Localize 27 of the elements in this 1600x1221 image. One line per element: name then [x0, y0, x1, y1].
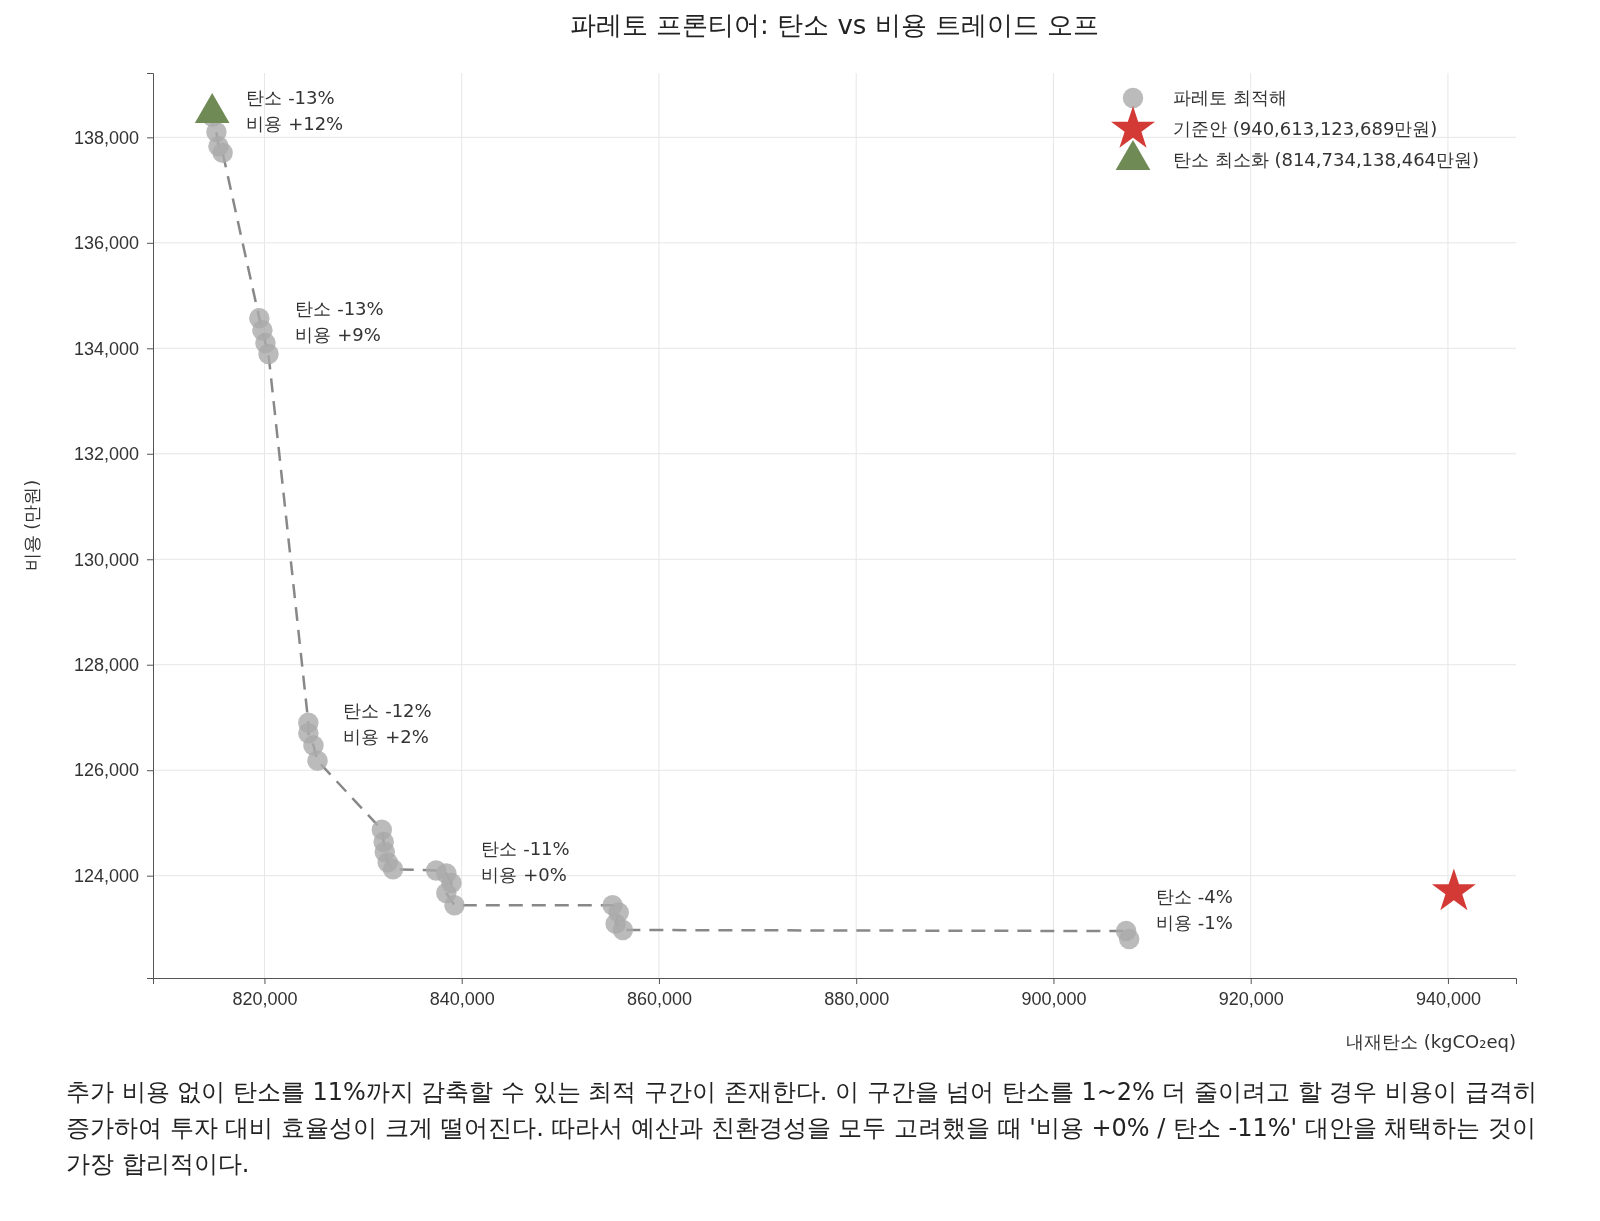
chart-title: 파레토 프론티어: 탄소 vs 비용 트레이드 오프	[569, 10, 1100, 40]
x-tick-label: 880,000	[824, 988, 890, 1009]
text: 추가 비용 없이 탄소를 11%까지 감축할 수 있는 최적 구간이 존재한다. 이 구간을 넘어 탄소를 1~2% 더 줄이려고 할 경우 비용이 급격히 증가하여 투자 대비 효율성이 크게 떨어진다. 따라서 예산과 친환경성을 모두 고려했을 때 '비용 +0% / 탄소 -11%' 대안을 채택하는 것이 가장 합리적이다.	[66, 1077, 1538, 1180]
y-tick-label: 126,000	[73, 760, 139, 781]
legend-label: 탄소 최소화 (814,734,138,464만원)	[1173, 149, 1480, 170]
y-tick-label: 138,000	[73, 127, 139, 148]
y-tick-label: 136,000	[73, 233, 139, 254]
annotation: 탄소 -13% 비용 +9%	[295, 298, 384, 346]
x-tick-label: 840,000	[429, 988, 495, 1009]
y-tick-label: 132,000	[73, 444, 139, 465]
annotation: 탄소 -11% 비용 +0%	[481, 838, 570, 886]
annotation: 탄소 -4% 비용 -1%	[1156, 886, 1233, 934]
x-tick-label: 900,000	[1021, 988, 1087, 1009]
annotation: 탄소 -12% 비용 +2%	[343, 700, 432, 748]
x-tick-label: 920,000	[1218, 988, 1284, 1009]
y-tick-label: 124,000	[73, 865, 139, 886]
legend-label: 기준안 (940,613,123,689만원)	[1173, 118, 1438, 139]
annotation: 탄소 -13% 비용 +12%	[246, 87, 344, 135]
x-tick-label: 820,000	[232, 988, 298, 1009]
y-tick-label: 128,000	[73, 654, 139, 675]
x-tick-label: 860,000	[626, 988, 692, 1009]
x-axis-title: 내재탄소 (kgCO₂eq)	[1345, 1031, 1516, 1052]
y-tick-label: 134,000	[73, 338, 139, 359]
y-axis-title: 비용 (만원)	[21, 479, 42, 572]
legend-label: 파레토 최적해	[1173, 87, 1287, 108]
y-tick-label: 130,000	[73, 549, 139, 570]
x-tick-label: 940,000	[1415, 988, 1481, 1009]
